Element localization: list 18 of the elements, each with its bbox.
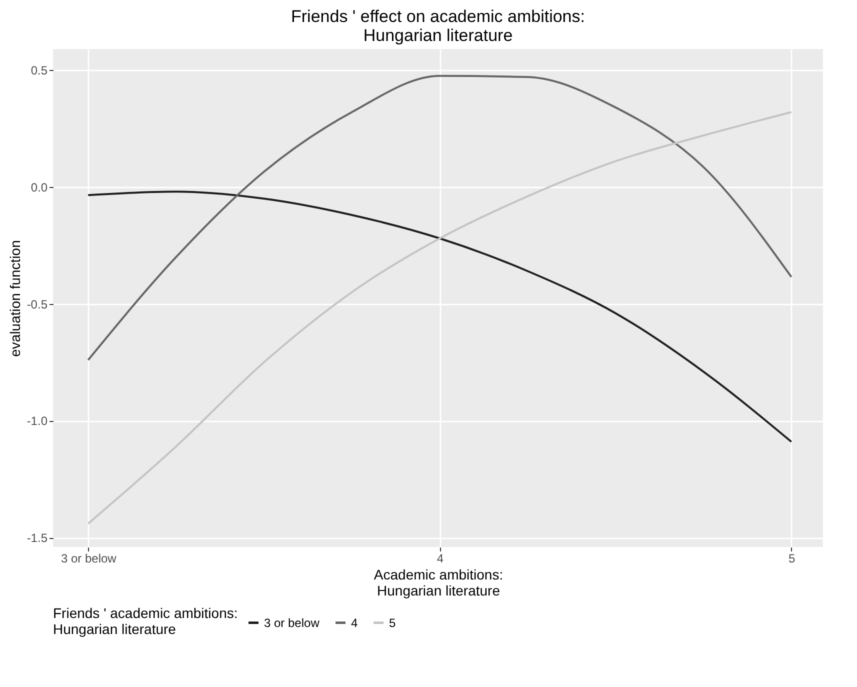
x-tick-label: 4 bbox=[436, 552, 444, 566]
y-tick-label: 0.0 bbox=[30, 180, 48, 194]
x-tick-label: 5 bbox=[788, 552, 796, 566]
line-series bbox=[87, 74, 792, 361]
legend-label: 3 or below bbox=[264, 616, 320, 630]
y-tick-label: -0.5 bbox=[26, 297, 48, 312]
x-tick-label: 3 or below bbox=[60, 552, 117, 566]
legend-label: 5 bbox=[389, 616, 396, 630]
y-tick-label: -1.5 bbox=[26, 531, 48, 546]
line-series bbox=[87, 111, 792, 525]
legend-title: Friends ' academic ambitions: Hungarian literature bbox=[53, 605, 238, 637]
y-tick-label: 0.5 bbox=[30, 64, 48, 78]
line-series bbox=[87, 190, 792, 443]
x-axis-title: Academic ambitions: Hungarian literature bbox=[374, 566, 504, 598]
chart-title: Friends ' effect on academic ambitions: Hungarian literature bbox=[291, 7, 585, 45]
y-axis-title: evaluation function bbox=[6, 240, 23, 357]
legend-label: 4 bbox=[351, 616, 358, 630]
y-tick-label: -1.0 bbox=[26, 414, 48, 428]
